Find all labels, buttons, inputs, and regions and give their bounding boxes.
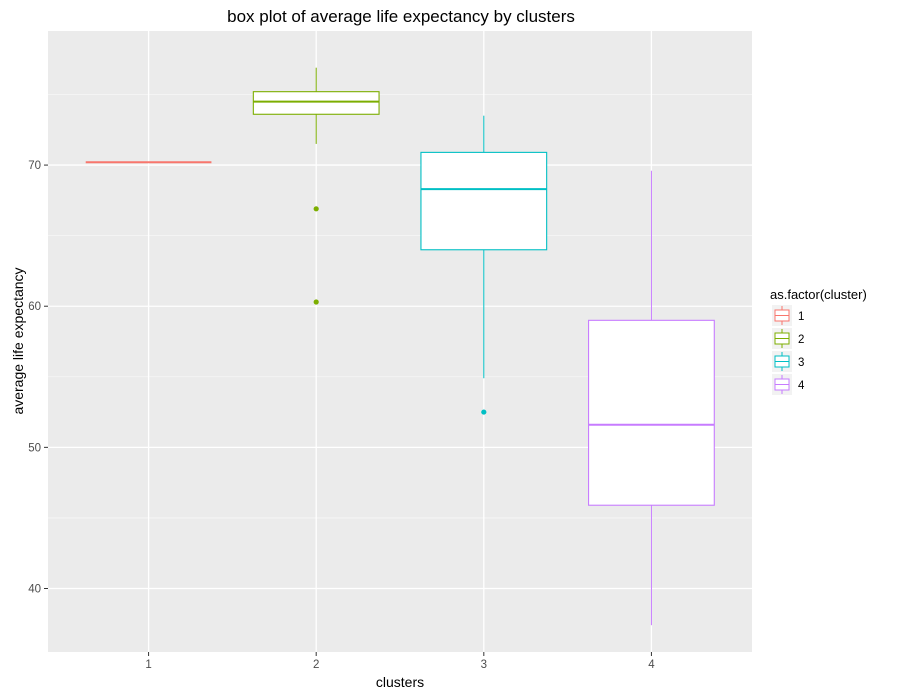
legend-title: as.factor(cluster) [770, 287, 867, 302]
legend-label: 2 [798, 334, 804, 346]
box-cluster-4 [588, 170, 715, 626]
legend-label: 1 [798, 311, 804, 323]
box-cluster-2 [252, 67, 380, 305]
legend-item-4: 4 [772, 374, 805, 395]
legend-label: 4 [798, 380, 805, 392]
outlier-point [313, 299, 319, 305]
outlier-point [313, 206, 319, 212]
box [420, 151, 548, 251]
outlier-point [481, 409, 487, 415]
y-tick-label: 70 [28, 160, 41, 172]
box [252, 91, 380, 115]
legend-item-2: 2 [772, 328, 804, 349]
y-tick-label: 50 [28, 442, 41, 454]
box-cluster-3 [420, 115, 548, 415]
chart-title: box plot of average life expectancy by c… [227, 7, 575, 26]
x-tick-label: 3 [481, 659, 487, 671]
y-axis-title: average life expectancy [10, 267, 26, 414]
x-axis: 1 2 3 4 [145, 652, 655, 671]
minor-gridlines [48, 94, 752, 519]
y-axis: 40 50 60 70 [28, 160, 48, 595]
y-tick-label: 40 [28, 583, 41, 595]
legend-item-3: 3 [772, 351, 804, 372]
x-tick-label: 2 [313, 659, 319, 671]
box-series [85, 67, 715, 626]
legend-label: 3 [798, 357, 804, 369]
legend-item-1: 1 [772, 305, 804, 326]
y-tick-label: 60 [28, 301, 41, 313]
x-tick-label: 4 [648, 659, 655, 671]
legend: as.factor(cluster) 1 2 3 4 [770, 287, 867, 395]
box [588, 319, 715, 506]
x-axis-title: clusters [376, 674, 424, 690]
x-tick-label: 1 [145, 659, 151, 671]
